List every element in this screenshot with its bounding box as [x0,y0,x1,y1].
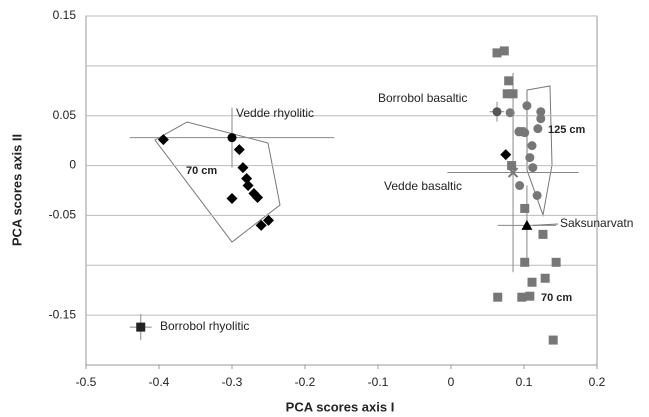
y-tick-label: -0.15 [49,307,77,321]
mean-point [136,322,146,332]
point [157,134,169,146]
point [527,277,537,287]
point [226,192,238,204]
series-label: Vedde rhyolitic [236,106,314,120]
y-axis-label: PCA scores axis II [9,134,24,246]
y-tick-label: 0 [69,158,76,172]
point [517,292,527,302]
point [507,161,517,171]
point [504,76,514,86]
point [493,292,503,302]
x-tick-label: -0.4 [149,375,170,389]
point [536,114,546,124]
x-tick-label: -0.5 [76,375,97,389]
mean-point [521,219,533,230]
point [538,229,548,239]
mean-point [492,107,502,117]
point [551,257,561,267]
y-tick-label: -0.05 [49,208,77,222]
x-axis-label: PCA scores axis I [286,399,395,414]
point [528,163,538,173]
label-leader [532,223,559,226]
x-tick-label: -0.3 [222,375,243,389]
point [527,141,537,151]
series-label: Saksunarvatn [560,216,633,230]
point [525,153,535,163]
point [508,89,518,99]
plot-frame [85,15,598,366]
mean-point [227,133,237,143]
point [532,190,542,200]
point [237,162,249,174]
point [516,127,526,137]
series-label: Vedde basaltic [384,179,462,193]
point [533,124,543,134]
series-label: Borrobol rhyolitic [160,319,249,333]
x-tick-label: 0 [448,375,455,389]
point [242,180,254,192]
point [492,48,502,58]
point [505,108,515,118]
x-tick-label: 0.2 [589,375,606,389]
point [548,335,558,345]
point [502,89,512,99]
x-tick-label: -0.1 [368,375,389,389]
point [520,257,530,267]
point [540,273,550,283]
depth-annotation: 70 cm [186,165,217,177]
point [522,101,532,111]
point [255,219,267,231]
point [536,107,546,117]
y-tick-label: 0.05 [53,108,77,122]
point [525,291,535,301]
point [252,191,264,203]
point [520,203,530,213]
point [233,144,245,156]
rhyolitic-outline [154,121,281,243]
point [499,46,509,56]
x-tick-label: -0.2 [295,375,316,389]
depth-annotation: 125 cm [548,124,586,136]
depth-annotation: 70 cm [541,292,572,304]
x-tick-label: 0.1 [516,375,533,389]
point [263,214,274,226]
series-label: Borrobol basaltic [378,91,467,105]
y-tick-label: 0.15 [53,8,77,22]
point [241,173,253,185]
point [500,149,512,161]
point [515,181,525,191]
